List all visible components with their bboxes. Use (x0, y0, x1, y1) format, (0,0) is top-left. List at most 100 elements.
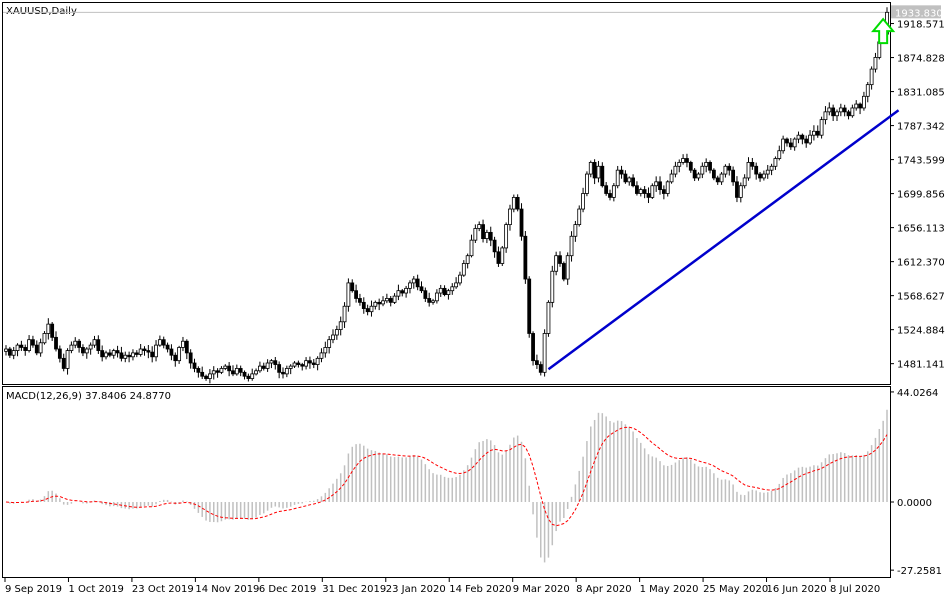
candle-body (127, 354, 132, 358)
candle-body (715, 177, 720, 183)
candle-body (619, 169, 624, 175)
candle-body (542, 333, 547, 373)
candle-body (515, 196, 520, 210)
candle-body (181, 340, 185, 348)
candle-body (261, 365, 266, 369)
x-tick-label: 23 Oct 2019 (132, 584, 194, 595)
candle-body (38, 342, 43, 354)
candle-body (761, 173, 766, 179)
candle-body (854, 103, 859, 109)
candle-body (400, 290, 405, 294)
x-tick-label: 8 Jul 2020 (830, 584, 880, 595)
candle-body (488, 231, 493, 241)
candle-body (223, 365, 228, 369)
x-tick-label: 6 Dec 2019 (259, 584, 317, 595)
candle-body (800, 134, 805, 140)
candle-body (638, 189, 643, 194)
candle-body (469, 239, 474, 257)
candle-body (438, 287, 443, 294)
candle-body (292, 362, 297, 367)
y-tick-label: 1524.884 (897, 326, 945, 337)
price-panel-frame (2, 2, 891, 385)
candle-body (823, 111, 828, 121)
candle-body (104, 352, 108, 358)
candle-body (138, 348, 143, 355)
candle-body (458, 274, 462, 284)
candle-body (331, 334, 335, 341)
macd-tick-label: 44.0264 (897, 388, 938, 399)
candle-body (865, 84, 870, 97)
candle-body (284, 368, 289, 375)
x-tick-label: 1 May 2020 (640, 584, 699, 595)
candle-body (473, 228, 478, 241)
candle-body (250, 373, 255, 379)
candle-body (535, 360, 539, 365)
candle-body (577, 208, 582, 226)
candle-body (758, 173, 762, 179)
macd-tick-label: 0.0000 (897, 498, 932, 509)
candle-body (258, 365, 262, 372)
candle-body (600, 165, 605, 187)
y-tick-label: 1918.571 (897, 20, 945, 31)
candle-body (415, 278, 420, 288)
trendline-layer (547, 109, 900, 371)
candle-body (77, 340, 81, 348)
candle-body (23, 347, 28, 351)
candle-body (635, 185, 639, 194)
x-tick-label: 23 Jan 2020 (386, 584, 446, 595)
candle-body (746, 161, 751, 179)
candle-body (461, 263, 466, 276)
candle-body (365, 308, 370, 313)
candle-body (538, 364, 543, 373)
candle-body (200, 371, 205, 377)
candle-body (873, 57, 878, 70)
candle-body (815, 130, 820, 136)
candle-body (408, 282, 412, 289)
candle-body (311, 362, 316, 365)
candle-body (661, 189, 666, 194)
candle-body (654, 181, 659, 187)
current-price-box (891, 5, 941, 19)
candle-body (61, 357, 66, 369)
candle-body (719, 173, 724, 183)
candle-body (65, 350, 70, 369)
x-tick-label: 14 Feb 2020 (449, 584, 511, 595)
y-tick-label: 1787.342 (897, 122, 945, 133)
candle-body (527, 278, 532, 334)
candle-body (450, 286, 455, 292)
candle-body (100, 350, 105, 358)
macd-y-axis: 44.0264 0.0000 -27.2581 (890, 388, 942, 577)
candle-body (54, 336, 58, 350)
candle-body (42, 333, 47, 344)
candle-body (92, 339, 97, 346)
candle-body (508, 208, 512, 226)
candle-body (27, 339, 31, 351)
candle-body (177, 347, 182, 362)
candle-body (111, 350, 116, 356)
macd-tick-label: -27.2581 (897, 566, 942, 577)
candle-body (677, 161, 682, 167)
price-y-axis: 1918.571 1874.828 1831.085 1787.342 1743.599… (890, 20, 945, 371)
x-tick-label: 31 Dec 2019 (322, 584, 386, 595)
candle-body (381, 300, 385, 305)
candle-body (273, 360, 278, 365)
candle-body (765, 169, 770, 175)
candle-body (711, 169, 716, 179)
candle-body (858, 103, 862, 109)
candle-body (308, 360, 312, 364)
y-tick-label: 1656.113 (897, 224, 945, 235)
candle-body (296, 362, 301, 365)
candle-body (592, 161, 597, 179)
candle-body (581, 193, 585, 210)
candle-body (796, 134, 801, 140)
candle-body (511, 196, 516, 210)
candle-body (769, 165, 774, 171)
candle-body (338, 321, 343, 330)
y-tick-label: 1831.085 (897, 88, 945, 99)
candle-body (838, 107, 843, 113)
candle-body (81, 347, 85, 354)
candle-body (642, 189, 647, 194)
candle-body (573, 224, 578, 237)
candle-body (269, 360, 274, 364)
y-tick-label: 1568.627 (897, 292, 945, 303)
